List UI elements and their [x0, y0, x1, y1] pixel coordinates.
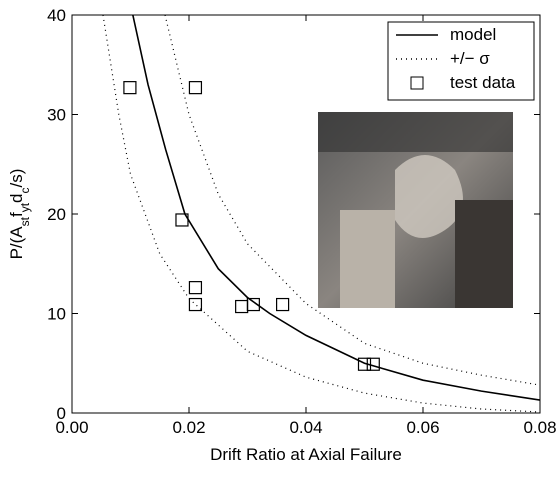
- legend-marker: [410, 76, 424, 90]
- x-tick-label: 0.02: [172, 418, 205, 437]
- x-tick-label: 0.00: [55, 418, 88, 437]
- test-point: [246, 297, 260, 312]
- y-tick-label: 10: [47, 305, 66, 324]
- test-point: [123, 81, 137, 95]
- y-label-part: /s): [7, 169, 26, 188]
- legend-label: test data: [450, 73, 516, 92]
- x-axis-label: Drift Ratio at Axial Failure: [210, 445, 402, 464]
- y-label-part: P/(A: [7, 226, 26, 260]
- test-point: [188, 281, 203, 295]
- test-point: [188, 81, 203, 95]
- y-label-part: d: [7, 193, 26, 202]
- y-label-part: f: [7, 212, 26, 217]
- inset-photo: [318, 112, 513, 308]
- curve: [132, 15, 540, 401]
- x-tick-label: 0.06: [406, 418, 439, 437]
- x-tick-label: 0.04: [289, 418, 322, 437]
- test-point: [175, 213, 189, 227]
- test-point: [188, 297, 203, 312]
- legend-label: +/− σ: [450, 49, 490, 68]
- y-tick-label: 40: [47, 6, 66, 25]
- y-tick-label: 20: [47, 205, 66, 224]
- y-axis-label: P/(Astfytdc/s): [7, 169, 32, 260]
- y-tick-label: 0: [57, 404, 66, 423]
- y-label-part: yt: [18, 202, 32, 212]
- y-label-part: st: [18, 216, 32, 226]
- test-point: [276, 297, 290, 312]
- test-point: [357, 357, 372, 371]
- y-label-part: c: [18, 187, 32, 193]
- curve: [164, 15, 540, 386]
- y-tick-label: 30: [47, 106, 66, 125]
- x-tick-label: 0.08: [523, 418, 556, 437]
- test-point: [366, 357, 380, 371]
- legend-label: model: [450, 25, 496, 44]
- legend: model +/− σ test data: [387, 21, 535, 101]
